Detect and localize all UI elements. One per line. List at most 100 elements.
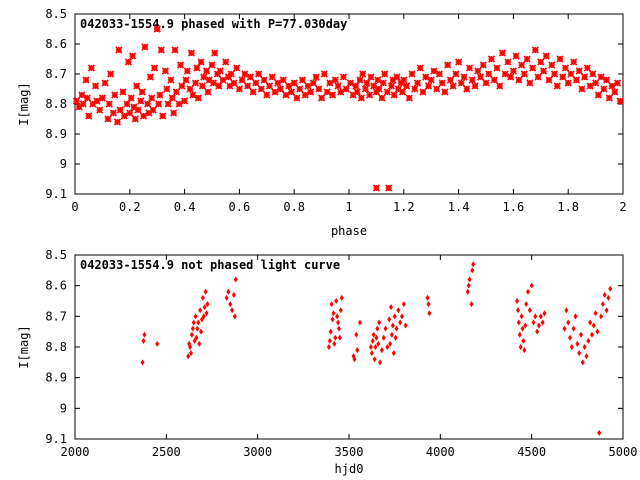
data-point — [216, 67, 224, 75]
data-point — [290, 79, 298, 87]
data-point — [352, 356, 357, 363]
data-point — [191, 319, 196, 326]
data-point — [127, 94, 135, 102]
data-point — [373, 344, 378, 350]
data-point — [388, 340, 393, 347]
x-tick-label: 3500 — [335, 445, 364, 459]
x-tick-label: 0.2 — [119, 200, 141, 214]
data-point — [427, 76, 435, 84]
data-point — [605, 94, 613, 102]
data-point — [394, 325, 399, 332]
data-point — [471, 82, 479, 90]
data-point — [435, 70, 443, 78]
data-point — [336, 325, 341, 332]
data-point — [438, 79, 446, 87]
data-point — [334, 298, 339, 304]
x-axis-label: hjd0 — [335, 462, 364, 476]
data-point — [241, 70, 249, 78]
phased-light-curve-panel: 042033-1554.9 phased with P=77.030day ph… — [17, 7, 627, 238]
data-point — [427, 310, 432, 317]
data-point — [183, 67, 191, 75]
data-point — [195, 325, 200, 332]
data-point — [222, 58, 230, 66]
data-point — [352, 82, 360, 90]
data-point — [487, 55, 496, 63]
data-point — [111, 91, 119, 99]
data-point — [553, 82, 561, 90]
data-point — [339, 73, 348, 81]
data-point — [572, 76, 580, 84]
data-point — [276, 85, 285, 93]
data-point — [355, 347, 360, 354]
data-point — [468, 76, 476, 84]
data-point — [309, 79, 317, 87]
data-point — [155, 340, 160, 347]
data-point — [452, 70, 460, 78]
data-point — [274, 79, 282, 87]
data-point — [586, 337, 591, 344]
data-point — [391, 350, 396, 357]
y-axis-label: I[mag] — [17, 325, 31, 368]
y-axis-label: I[mag] — [17, 82, 31, 125]
data-point — [371, 331, 376, 338]
data-point — [526, 79, 534, 87]
data-point — [372, 356, 377, 363]
data-point — [208, 61, 216, 69]
y-tick-label: 8.6 — [45, 279, 67, 293]
data-point — [504, 58, 512, 66]
data-point — [137, 97, 145, 105]
data-point — [383, 88, 391, 96]
data-point — [426, 301, 431, 308]
data-point — [327, 337, 332, 344]
data-point — [307, 88, 315, 96]
data-point — [606, 294, 611, 301]
data-point — [167, 76, 175, 84]
data-point — [485, 70, 493, 78]
data-point — [381, 70, 389, 78]
data-point — [498, 49, 507, 57]
data-point — [446, 76, 454, 84]
data-point — [575, 67, 583, 75]
data-point — [318, 94, 326, 102]
data-point — [146, 73, 154, 81]
data-point — [599, 313, 604, 320]
data-point — [133, 82, 141, 90]
data-point — [413, 79, 422, 87]
data-point — [399, 313, 404, 320]
data-point — [196, 319, 201, 326]
x-tick-label: 0.6 — [229, 200, 251, 214]
data-point — [205, 76, 213, 84]
data-point — [336, 319, 341, 326]
data-point — [531, 319, 536, 326]
data-point — [357, 319, 362, 326]
data-point — [359, 70, 367, 78]
data-point — [199, 328, 204, 335]
data-point — [589, 331, 594, 338]
data-point — [591, 322, 596, 329]
data-point — [537, 58, 545, 66]
data-point — [393, 334, 398, 341]
x-tick-label: 0.8 — [283, 200, 305, 214]
data-point — [479, 61, 487, 69]
data-point — [298, 76, 306, 84]
data-point — [130, 103, 138, 111]
data-point — [583, 64, 591, 72]
data-point — [349, 91, 357, 99]
data-point — [425, 294, 430, 301]
data-point — [467, 276, 472, 283]
data-point — [392, 313, 397, 320]
data-point — [518, 61, 526, 69]
data-point — [387, 316, 392, 323]
data-point — [595, 328, 600, 335]
data-point — [244, 82, 252, 90]
y-tick-label: 8.7 — [45, 67, 67, 81]
data-point — [422, 73, 430, 81]
axis-ticks: 2000 2500 3000 3500 4000 4500 5000 8.5 8.6 8.7 8.8… — [45, 248, 637, 459]
x-tick-label: 3000 — [243, 445, 272, 459]
data-point — [376, 340, 381, 347]
data-point — [120, 112, 128, 120]
data-point — [535, 328, 540, 335]
data-point — [282, 91, 290, 99]
data-point — [604, 307, 609, 314]
